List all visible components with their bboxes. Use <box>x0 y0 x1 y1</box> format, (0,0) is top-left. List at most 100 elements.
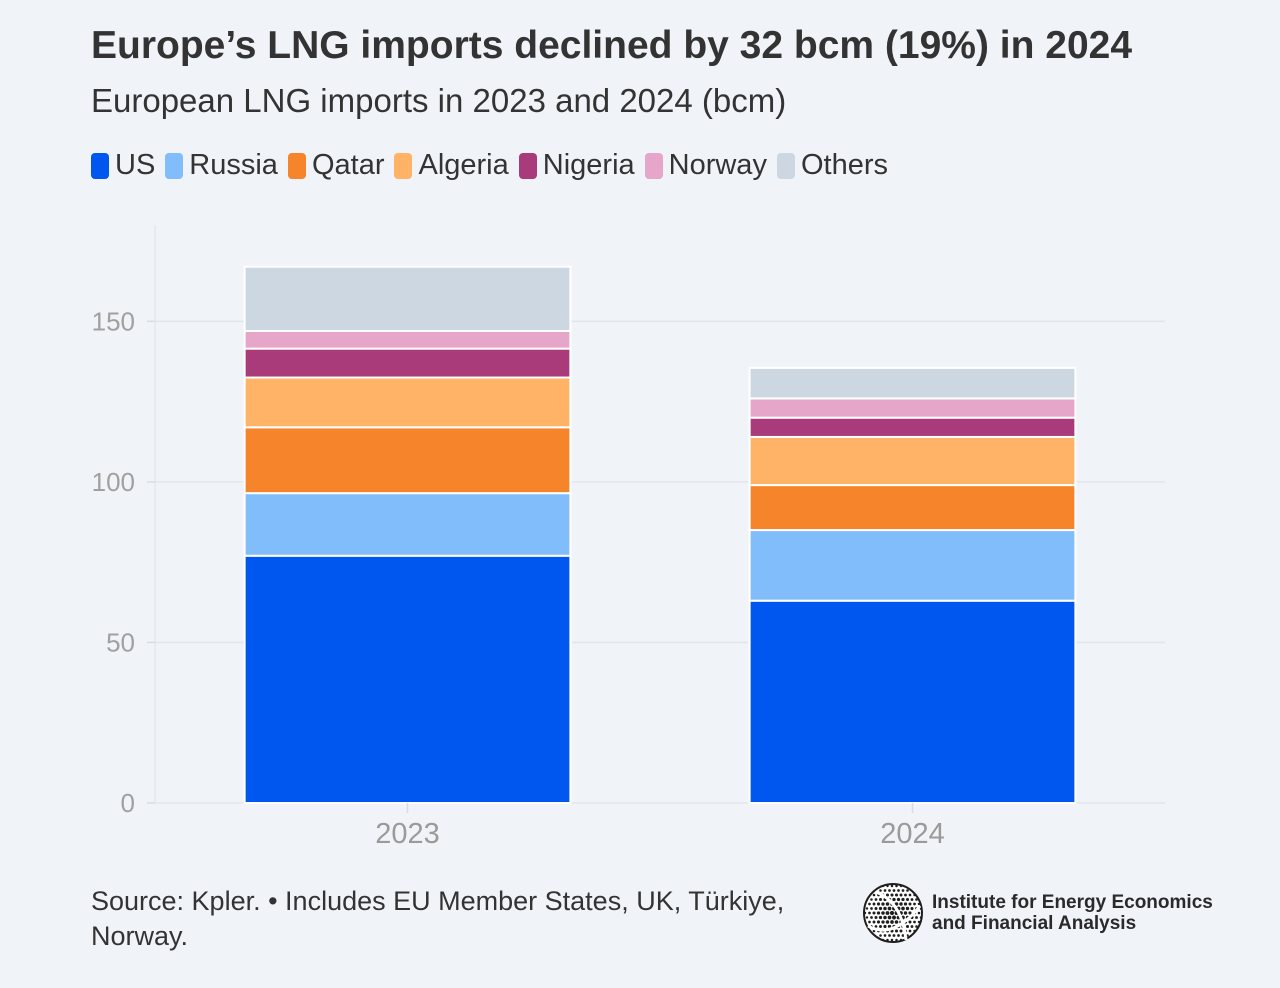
bar-segment-others-2024 <box>748 366 1077 400</box>
globe-dot <box>917 920 921 924</box>
globe-dot <box>899 938 903 942</box>
globe-dot <box>892 889 896 892</box>
legend-item-others: Others <box>776 149 888 182</box>
globe-dot <box>886 884 889 888</box>
globe-dot <box>894 893 899 897</box>
globe-dot <box>865 907 869 910</box>
legend-swatch-russia <box>165 152 184 179</box>
globe-dot <box>879 934 882 937</box>
globe-dot <box>899 902 903 906</box>
globe-dot <box>897 889 900 892</box>
globe-dot <box>868 902 871 906</box>
globe-dot <box>887 906 892 911</box>
globe-dot <box>908 902 912 906</box>
globe-dot <box>905 906 910 911</box>
globe-dot <box>874 925 878 928</box>
globe-dot <box>874 916 878 919</box>
globe-dot <box>913 902 916 906</box>
x-tick-label: 2023 <box>375 818 440 850</box>
globe-dot <box>917 902 921 906</box>
globe-dot <box>888 889 891 892</box>
globe-dot <box>864 911 867 915</box>
bar-segment-russia-2024 <box>748 529 1077 602</box>
globe-icon <box>863 883 923 943</box>
globe-dot <box>886 938 889 942</box>
legend-item-us: US <box>91 149 155 182</box>
globe-dot <box>883 906 887 911</box>
globe-dot <box>904 893 907 897</box>
bar-segment-qatar-2024 <box>748 484 1077 532</box>
globe-dot <box>905 897 910 902</box>
bar-segment-us-2023 <box>243 554 572 804</box>
globe-dot <box>910 898 914 901</box>
globe-dot <box>876 902 881 906</box>
globe-dot <box>915 925 918 928</box>
globe-dot <box>885 902 890 906</box>
legend: US Russia Qatar Algeria Nigeria Norway O… <box>91 149 898 182</box>
bar-segment-qatar-2023 <box>243 426 572 495</box>
legend-label-norway: Norway <box>668 149 767 181</box>
globe-dot <box>908 893 912 897</box>
globe-dot <box>913 920 916 924</box>
globe-dot <box>881 911 885 915</box>
globe-dot <box>879 898 882 901</box>
globe-dot <box>894 920 899 924</box>
globe-dot <box>868 911 871 915</box>
globe-dot <box>901 889 905 892</box>
legend-label-russia: Russia <box>189 149 278 181</box>
logo-line-1: Institute for Energy Economics <box>932 892 1213 913</box>
bar-segment-nigeria-2024 <box>748 416 1077 438</box>
globe-dot <box>885 893 890 897</box>
globe-dot <box>915 898 918 901</box>
legend-label-others: Others <box>800 149 888 181</box>
globe-dot <box>887 915 892 920</box>
legend-label-nigeria: Nigeria <box>542 149 635 181</box>
globe-dot <box>899 929 903 933</box>
stacked-bar-chart: 0 50 100 150 2023 2024 <box>92 225 1165 850</box>
globe-dot <box>874 898 878 901</box>
globe-dot <box>872 902 876 906</box>
ieefa-logo: Institute for Energy Economics and Finan… <box>862 882 1213 944</box>
globe-dot <box>881 920 885 924</box>
legend-label-algeria: Algeria <box>418 149 509 181</box>
globe-dot <box>876 911 881 915</box>
y-tick-label: 150 <box>92 306 135 336</box>
globe-dot <box>903 902 908 906</box>
legend-item-russia: Russia <box>165 149 278 182</box>
globe-dot <box>896 897 901 902</box>
globe-dot <box>890 893 894 897</box>
globe-dot <box>872 911 876 915</box>
globe-dot <box>897 934 900 937</box>
globe-dot <box>876 920 881 924</box>
bar-segment-norway-2024 <box>748 397 1077 419</box>
globe-dot <box>895 938 898 942</box>
globe-dot <box>913 893 916 897</box>
bar-segment-others-2023 <box>243 265 572 332</box>
globe-dot <box>894 902 899 906</box>
globe-dot <box>881 902 885 906</box>
chart-title: Europe’s LNG imports declined by 32 bcm … <box>91 24 1133 67</box>
globe-dot <box>885 920 890 924</box>
legend-item-norway: Norway <box>644 149 767 182</box>
globe-dot <box>908 929 912 933</box>
legend-swatch-algeria <box>394 152 413 179</box>
globe-dot <box>906 889 909 892</box>
globe-dot <box>892 915 896 920</box>
globe-dot <box>890 938 894 942</box>
globe-dot <box>903 911 908 915</box>
globe-dot <box>870 907 873 910</box>
x-tick-label: 2024 <box>880 818 945 850</box>
globe-dot <box>883 934 887 937</box>
legend-label-us: US <box>115 149 156 181</box>
logo-text: Institute for Energy Economics and Finan… <box>932 892 1213 934</box>
globe-dot <box>901 897 905 902</box>
globe-dot <box>888 934 891 937</box>
bar-segment-norway-2023 <box>243 329 572 350</box>
legend-swatch-norway <box>644 152 663 179</box>
y-tick-label: 50 <box>106 627 135 657</box>
globe-dot <box>917 911 921 915</box>
globe-dot <box>901 906 905 911</box>
legend-label-qatar: Qatar <box>311 149 385 181</box>
globe-dot <box>892 934 896 937</box>
